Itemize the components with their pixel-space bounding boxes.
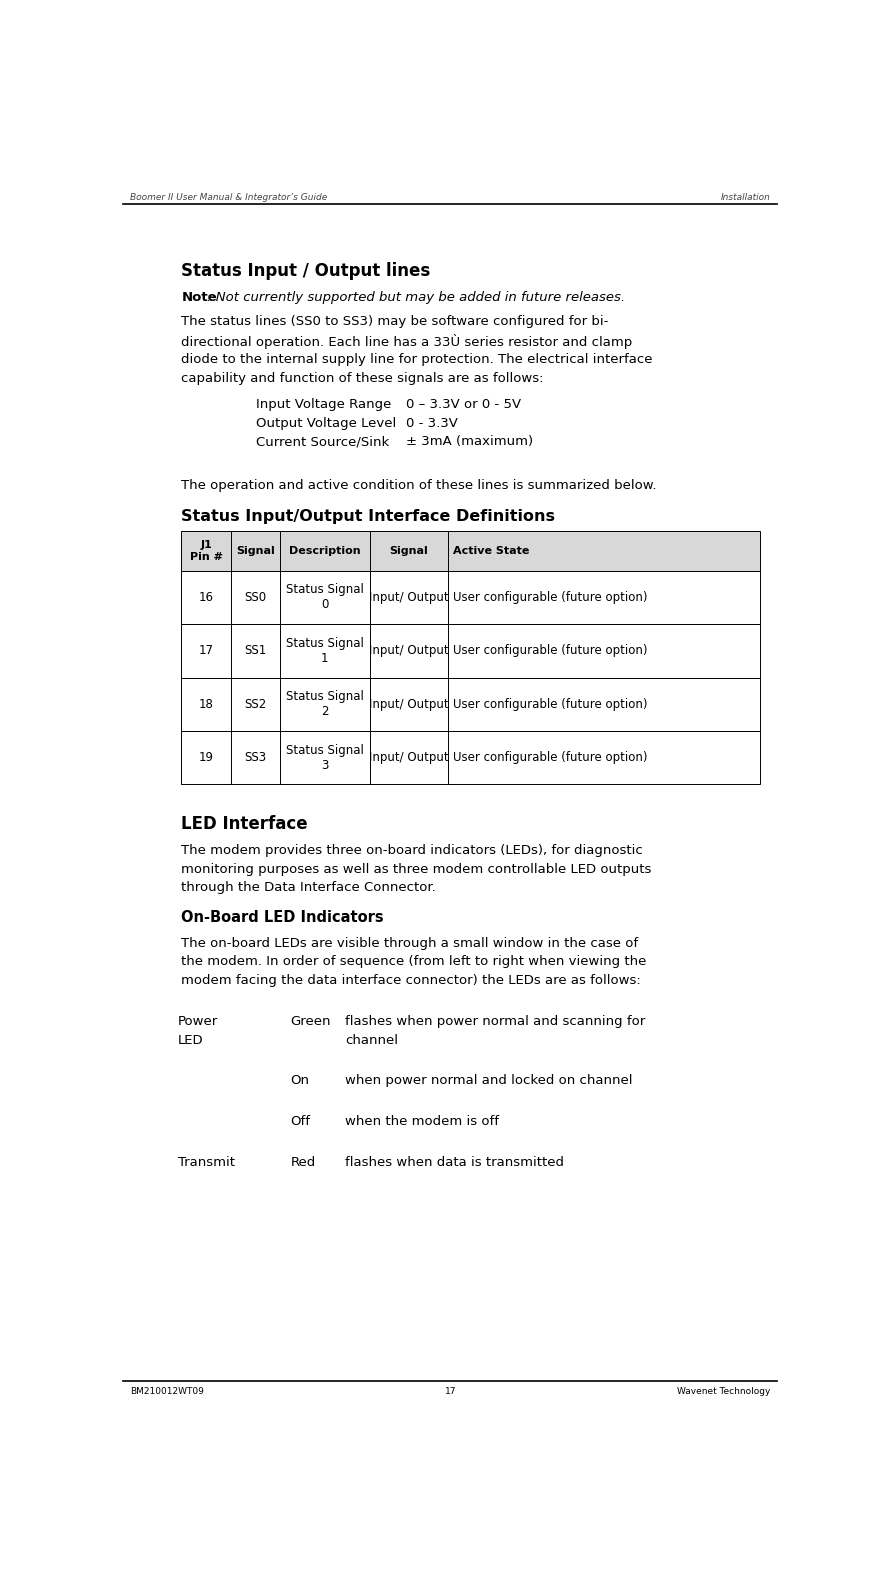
- Text: 17: 17: [198, 645, 213, 657]
- Text: channel: channel: [344, 1034, 398, 1046]
- Text: Status Signal
0: Status Signal 0: [285, 583, 363, 611]
- Text: Boomer II User Manual & Integrator’s Guide: Boomer II User Manual & Integrator’s Gui…: [130, 192, 327, 202]
- Text: capability and function of these signals are as follows:: capability and function of these signals…: [181, 372, 543, 385]
- Text: 16: 16: [198, 591, 213, 604]
- Text: SS1: SS1: [244, 645, 266, 657]
- Text: 0 - 3.3V: 0 - 3.3V: [406, 416, 457, 430]
- Text: Status Input/Output Interface Definitions: Status Input/Output Interface Definition…: [181, 509, 555, 523]
- Text: Transmit: Transmit: [177, 1155, 234, 1169]
- Text: User configurable (future option): User configurable (future option): [452, 752, 646, 764]
- Text: Input Voltage Range: Input Voltage Range: [256, 397, 392, 411]
- Text: Note: Note: [181, 292, 217, 304]
- Text: : Not currently supported but may be added in future releases.: : Not currently supported but may be add…: [207, 292, 625, 304]
- Text: Status Signal
1: Status Signal 1: [285, 637, 363, 665]
- Text: Status Signal
3: Status Signal 3: [285, 744, 363, 772]
- Text: Active State: Active State: [452, 545, 529, 556]
- Text: Installation: Installation: [720, 192, 770, 202]
- Text: through the Data Interface Connector.: through the Data Interface Connector.: [181, 881, 435, 895]
- Text: User configurable (future option): User configurable (future option): [452, 645, 646, 657]
- Text: On-Board LED Indicators: On-Board LED Indicators: [181, 909, 384, 925]
- Text: modem facing the data interface connector) the LEDs are as follows:: modem facing the data interface connecto…: [181, 974, 640, 987]
- Text: User configurable (future option): User configurable (future option): [452, 698, 646, 711]
- Text: Current Source/Sink: Current Source/Sink: [256, 435, 389, 449]
- Text: On: On: [290, 1075, 309, 1087]
- Text: Input/ Output: Input/ Output: [369, 591, 448, 604]
- Text: The status lines (SS0 to SS3) may be software configured for bi-: The status lines (SS0 to SS3) may be sof…: [181, 315, 608, 328]
- Text: 18: 18: [198, 698, 213, 711]
- Text: Input/ Output: Input/ Output: [369, 698, 448, 711]
- Text: LED: LED: [177, 1034, 204, 1046]
- Text: Output Voltage Level: Output Voltage Level: [256, 416, 396, 430]
- Text: ± 3mA (maximum): ± 3mA (maximum): [406, 435, 533, 449]
- Text: SS2: SS2: [244, 698, 266, 711]
- Text: Signal: Signal: [235, 545, 274, 556]
- Text: Input/ Output: Input/ Output: [369, 752, 448, 764]
- Text: User configurable (future option): User configurable (future option): [452, 591, 646, 604]
- FancyBboxPatch shape: [181, 624, 759, 678]
- Text: Wavenet Technology: Wavenet Technology: [677, 1387, 770, 1396]
- Text: Input/ Output: Input/ Output: [369, 645, 448, 657]
- FancyBboxPatch shape: [181, 678, 759, 731]
- Text: the modem. In order of sequence (from left to right when viewing the: the modem. In order of sequence (from le…: [181, 955, 646, 969]
- Text: directional operation. Each line has a 33Ù series resistor and clamp: directional operation. Each line has a 3…: [181, 334, 632, 350]
- Text: SS3: SS3: [244, 752, 266, 764]
- Text: Green: Green: [290, 1015, 330, 1028]
- Text: flashes when power normal and scanning for: flashes when power normal and scanning f…: [344, 1015, 644, 1028]
- Text: J1
Pin #: J1 Pin #: [190, 541, 222, 561]
- Text: Off: Off: [290, 1116, 310, 1128]
- Text: SS0: SS0: [244, 591, 266, 604]
- Text: Power: Power: [177, 1015, 218, 1028]
- Text: Status Signal
2: Status Signal 2: [285, 690, 363, 719]
- FancyBboxPatch shape: [181, 571, 759, 624]
- Text: when power normal and locked on channel: when power normal and locked on channel: [344, 1075, 631, 1087]
- Text: The modem provides three on-board indicators (LEDs), for diagnostic: The modem provides three on-board indica…: [181, 843, 643, 857]
- Text: Signal: Signal: [389, 545, 428, 556]
- Text: Red: Red: [290, 1155, 315, 1169]
- Text: 19: 19: [198, 752, 213, 764]
- Text: LED Interface: LED Interface: [181, 815, 307, 832]
- Text: when the modem is off: when the modem is off: [344, 1116, 499, 1128]
- Text: The on-board LEDs are visible through a small window in the case of: The on-board LEDs are visible through a …: [181, 936, 637, 950]
- Text: Description: Description: [289, 545, 360, 556]
- Text: 17: 17: [444, 1387, 456, 1396]
- FancyBboxPatch shape: [181, 531, 759, 571]
- Text: Status Input / Output lines: Status Input / Output lines: [181, 262, 430, 281]
- Text: 0 – 3.3V or 0 - 5V: 0 – 3.3V or 0 - 5V: [406, 397, 521, 411]
- Text: diode to the internal supply line for protection. The electrical interface: diode to the internal supply line for pr…: [181, 353, 652, 366]
- FancyBboxPatch shape: [181, 731, 759, 785]
- Text: flashes when data is transmitted: flashes when data is transmitted: [344, 1155, 564, 1169]
- Text: The operation and active condition of these lines is summarized below.: The operation and active condition of th…: [181, 479, 656, 492]
- Text: monitoring purposes as well as three modem controllable LED outputs: monitoring purposes as well as three mod…: [181, 862, 651, 876]
- Text: BM210012WT09: BM210012WT09: [130, 1387, 204, 1396]
